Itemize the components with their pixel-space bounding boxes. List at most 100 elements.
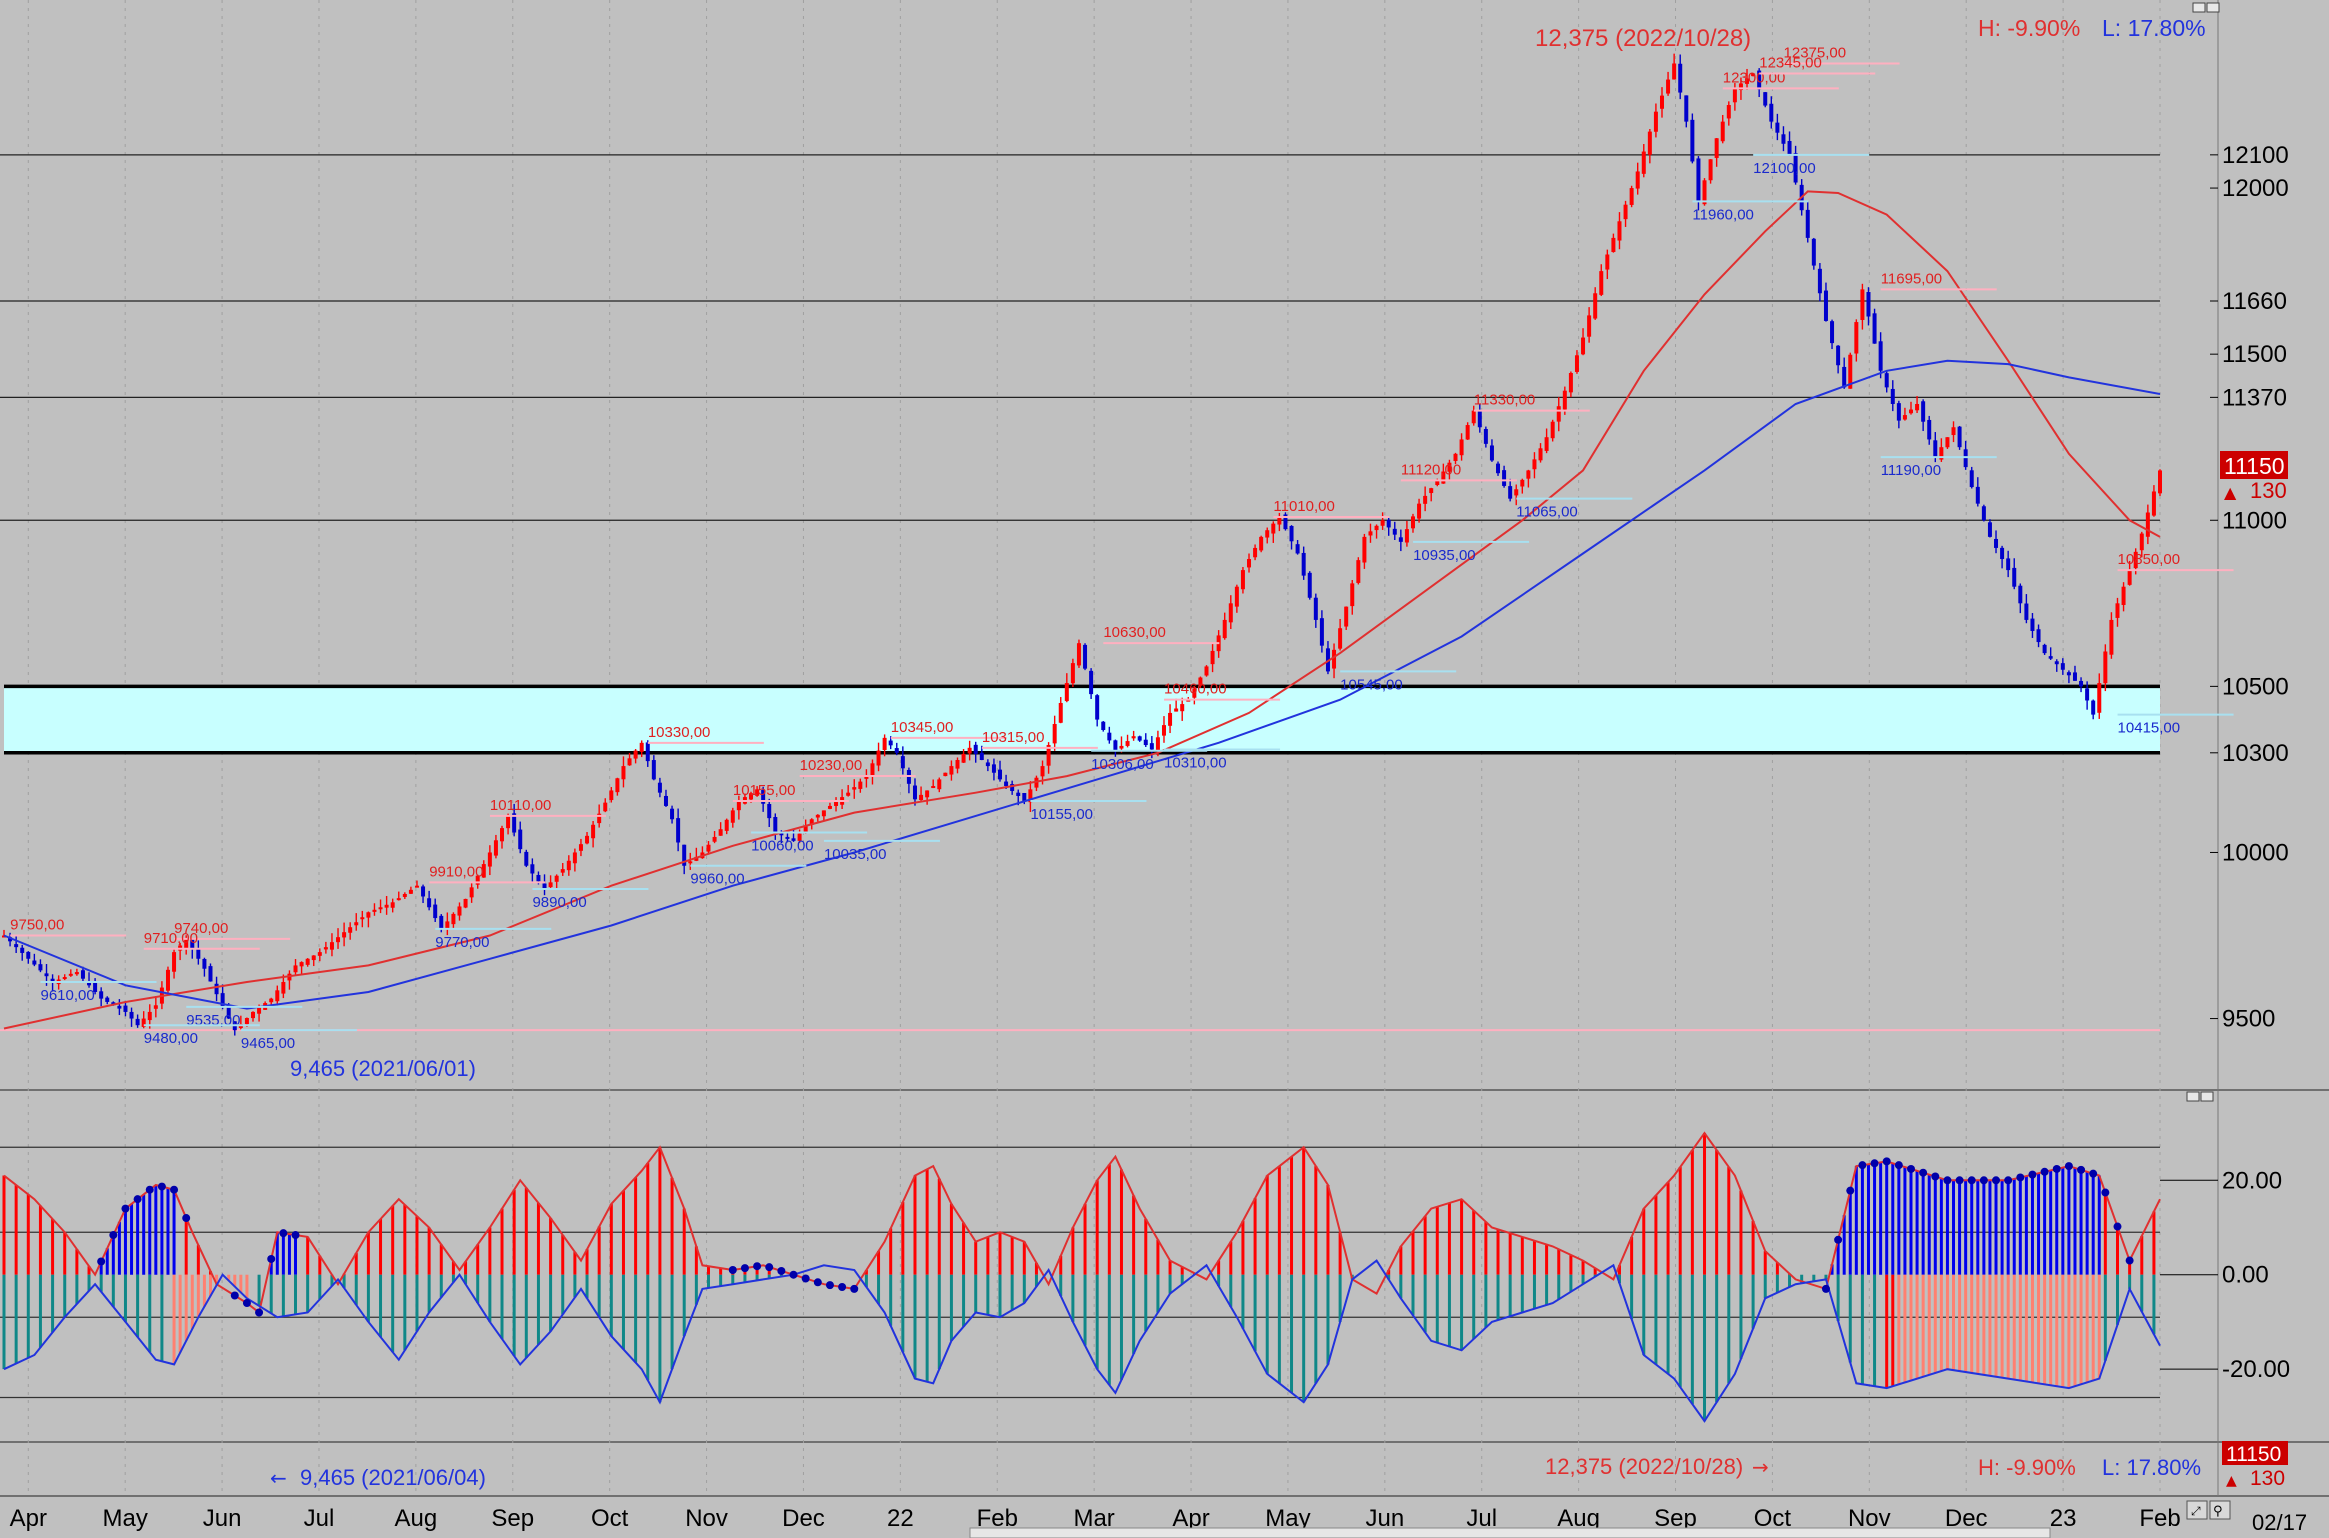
osc-dot [825,1281,834,1290]
candle-body [1283,514,1288,530]
osc-dot [2064,1162,2073,1171]
candle-body [384,904,389,908]
candle-body [1902,415,1907,420]
candle-body [779,832,784,836]
candle-body [621,766,626,780]
candle-body [2066,672,2071,676]
price-annotation: 10850,00 [2118,551,2181,568]
ma-short-line [3,190,2161,1030]
candle-body [609,790,614,801]
footer-high-label: H: -9.90% [1978,1455,2076,1480]
candle-body [1587,315,1592,337]
candle-body [500,828,505,842]
candle-body [2097,683,2102,713]
oscillator-min-button[interactable] [2186,1091,2200,1102]
candle-body [682,844,687,866]
candle-body [2042,644,2047,654]
candle-body [925,790,930,798]
candle-body [882,737,887,750]
candle-body [1878,341,1883,371]
last-price-value: 11150 [2224,453,2285,479]
candle-body [1435,480,1440,485]
osc-dot [1967,1176,1976,1185]
candle-body [220,993,225,1007]
candle-body [900,756,905,769]
candle-body [451,913,456,925]
candle-body [1581,337,1586,355]
candle-body [1532,459,1537,470]
candle-body [129,1011,134,1019]
candle-body [591,824,596,839]
candle-body [730,810,735,823]
up-arrow-icon: ▲ [2224,483,2237,502]
x-tick-label: Aug [395,1505,438,1532]
osc-dot [145,1185,154,1194]
header-low-label: L: 17.80% [2102,15,2206,41]
osc-dot [753,1262,762,1271]
price-annotation: 9960,00 [690,871,744,888]
candle-body [1301,552,1306,576]
candle-body [342,932,347,938]
osc-dot [2125,1256,2134,1265]
candle-body [688,861,693,864]
zoom-out-button[interactable] [2186,1500,2208,1520]
candle-body [165,969,170,991]
candle-body [1016,792,1021,796]
osc-dot [2040,1167,2049,1176]
candle-body [329,942,334,950]
osc-dot [2113,1222,2122,1231]
osc-dot [1992,1176,2001,1185]
candle-body [311,955,316,961]
candle-body [2054,661,2059,665]
candle-body [1994,538,1999,548]
candle-body [8,937,13,942]
osc-dot [157,1182,166,1191]
candle-body [2103,651,2108,684]
candle-body [724,819,729,831]
candle-body [44,973,49,977]
candle-body [548,882,553,888]
osc-dot [789,1270,798,1279]
panel-close-button[interactable] [2206,2,2220,13]
osc-dot [133,1195,142,1204]
candle-body [1052,724,1057,744]
osc-dot [170,1185,179,1194]
candle-body [1544,437,1549,451]
candle-body [184,938,189,949]
price-annotation: 9890,00 [532,894,586,911]
price-annotation: 10306,00 [1091,756,1154,773]
candle-body [1131,736,1136,739]
candle-body [1234,586,1239,607]
panel-restore-button[interactable] [2192,2,2206,13]
price-annotation: 11120,00 [1401,461,1461,478]
oscillator-close-button[interactable] [2200,1091,2214,1102]
candle-body [1890,388,1895,404]
candle-body [1210,650,1215,665]
candle-body [38,964,43,971]
search-button[interactable] [2209,1500,2231,1520]
footer-change: 130 [2250,1467,2285,1490]
price-annotation: 10155,00 [1030,806,1093,823]
ma-long-line [3,359,2161,1010]
candle-body [1149,743,1154,750]
candle-body [251,1011,256,1019]
candle-body [1058,702,1063,723]
zoom-out-icon: ⤢ [2190,1504,2201,1518]
candle-body [457,906,462,916]
candle-body [487,852,492,867]
horizontal-scrollbar[interactable] [969,1527,2051,1538]
candle-body [919,794,924,800]
candle-body [998,769,1003,780]
candle-body [597,813,602,824]
candle-body [1647,131,1652,155]
candle-body [1927,419,1932,440]
candle-body [846,792,851,796]
candle-body [1623,204,1628,220]
candle-body [414,885,419,888]
candle-body [712,836,717,842]
candle-body [834,801,839,806]
candle-body [1921,401,1926,422]
candle-body [14,944,19,948]
